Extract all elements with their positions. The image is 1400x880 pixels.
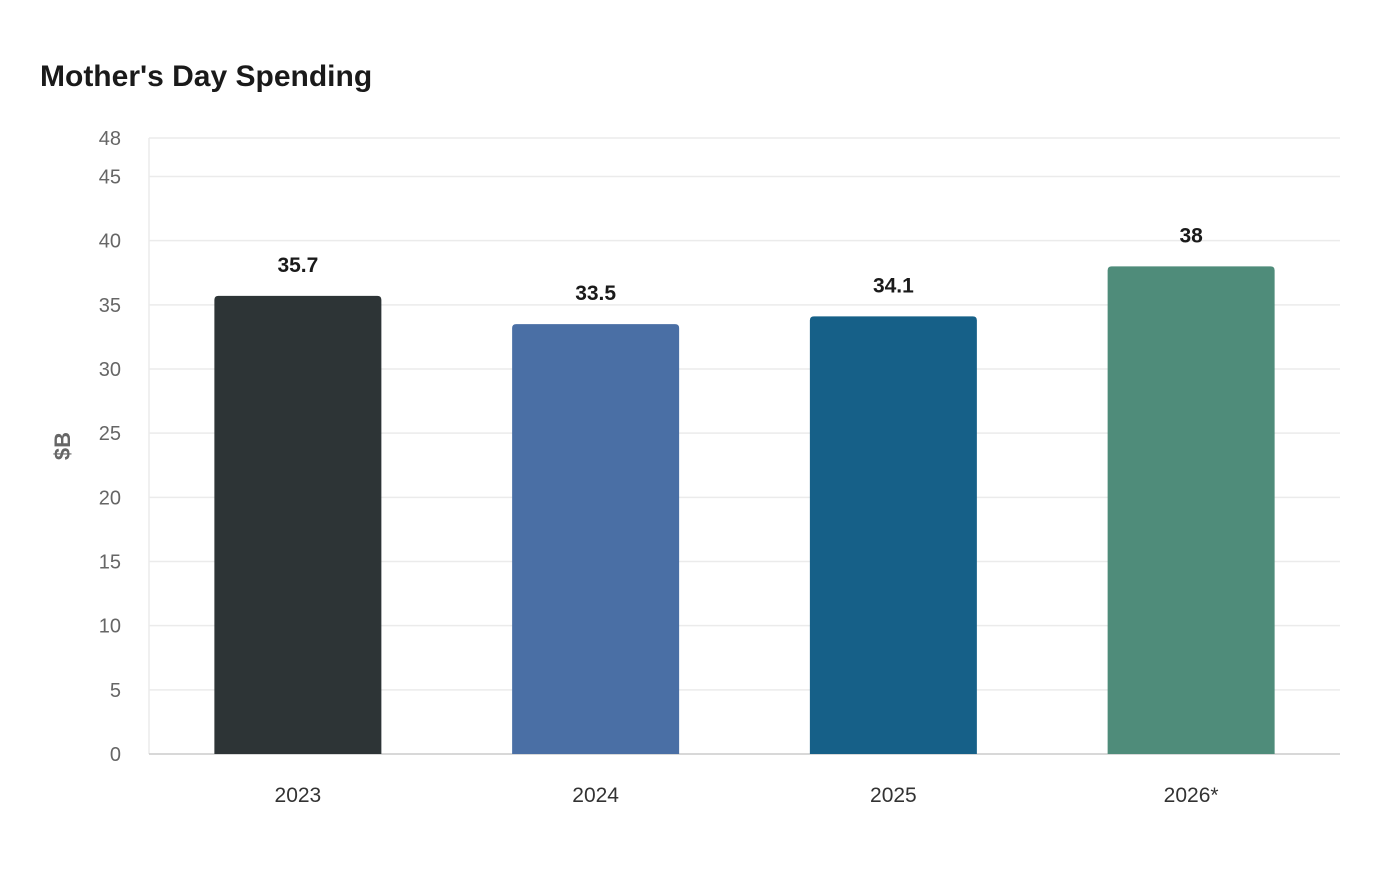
y-tick-label: 15 bbox=[99, 552, 121, 574]
y-tick-label: 40 bbox=[99, 231, 121, 253]
y-tick-label: 35 bbox=[99, 295, 121, 317]
y-tick-label: 20 bbox=[99, 487, 121, 509]
data-label: 35.7 bbox=[277, 254, 318, 277]
bars bbox=[214, 266, 1275, 754]
y-tick-label: 0 bbox=[110, 744, 121, 766]
y-tick-label: 5 bbox=[110, 680, 121, 702]
data-label: 33.5 bbox=[575, 282, 616, 305]
bar-2023 bbox=[214, 295, 382, 754]
y-tick-label: 30 bbox=[99, 359, 121, 381]
y-tick-label: 10 bbox=[99, 616, 121, 638]
bar-2025 bbox=[809, 316, 977, 754]
x-tick-label: 2025 bbox=[870, 784, 917, 807]
bar-2024 bbox=[512, 324, 680, 754]
data-label: 34.1 bbox=[873, 274, 914, 297]
labels: 05101520253035404548$B35.7202333.5202434… bbox=[50, 128, 1219, 807]
y-axis-title: $B bbox=[50, 432, 75, 460]
bar-2026-projected bbox=[1107, 266, 1275, 754]
y-tick-label: 45 bbox=[99, 167, 121, 189]
y-tick-label: 48 bbox=[99, 128, 121, 150]
y-tick-label: 25 bbox=[99, 423, 121, 445]
x-tick-label: 2026* bbox=[1164, 784, 1219, 807]
data-label: 38 bbox=[1179, 224, 1203, 247]
x-tick-label: 2023 bbox=[275, 784, 322, 807]
x-tick-label: 2024 bbox=[572, 784, 619, 807]
chart-title: Mother's Day Spending bbox=[40, 60, 373, 93]
